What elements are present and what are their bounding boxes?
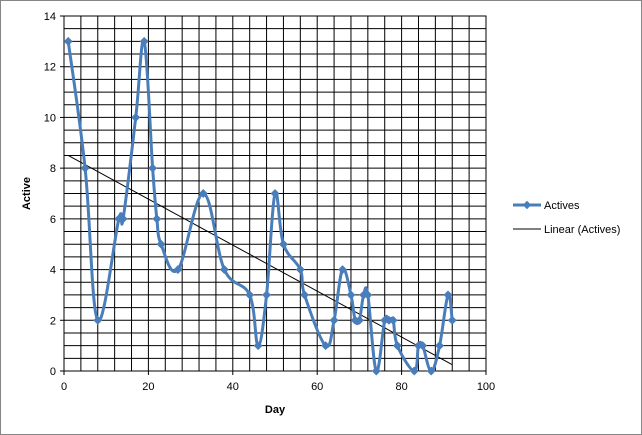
- x-tick-label: 20: [142, 381, 154, 393]
- trendline-linear-actives: [67, 155, 453, 366]
- x-tick-label: 40: [227, 381, 239, 393]
- trendline-group: [67, 155, 453, 366]
- data-point-marker: [131, 112, 141, 122]
- data-point-marker: [278, 239, 288, 249]
- x-tick-label: 0: [61, 381, 67, 393]
- y-axis-title: Active: [21, 177, 33, 210]
- y-tick-label: 12: [44, 62, 56, 74]
- axis-ticks: 0 20 40 60 80 100 0 2 4 6 8 10 12 14: [44, 11, 495, 393]
- data-point-marker: [329, 315, 339, 325]
- data-point-marker: [443, 290, 453, 300]
- data-point-marker: [418, 341, 428, 351]
- x-tick-label: 100: [477, 381, 495, 393]
- data-point-marker: [392, 341, 402, 351]
- data-point-marker: [270, 188, 280, 199]
- x-axis-title: Day: [265, 404, 286, 416]
- legend-actives-marker: [522, 200, 532, 210]
- legend-actives-label: Actives: [544, 200, 580, 212]
- data-point-marker: [447, 315, 457, 325]
- y-tick-label: 0: [50, 366, 56, 378]
- data-point-marker: [245, 290, 255, 300]
- data-point-marker: [219, 265, 229, 275]
- data-point-marker: [295, 265, 305, 275]
- data-point-marker: [262, 290, 272, 300]
- y-tick-label: 2: [50, 315, 56, 327]
- data-point-marker: [409, 366, 419, 376]
- data-point-marker: [139, 36, 149, 46]
- data-point-marker: [321, 341, 331, 351]
- y-tick-label: 4: [50, 265, 56, 277]
- data-point-marker: [253, 341, 263, 351]
- data-point-marker: [371, 366, 381, 376]
- legend-linear-label: Linear (Actives): [544, 224, 620, 236]
- data-point-marker: [118, 214, 128, 224]
- y-tick-label: 14: [44, 11, 56, 23]
- x-tick-label: 60: [311, 381, 323, 393]
- plot-area-border: [63, 15, 487, 372]
- data-point-marker: [426, 366, 436, 376]
- data-point-marker: [299, 290, 310, 300]
- data-point-marker: [156, 239, 166, 249]
- data-point-marker: [80, 163, 90, 173]
- series-group: [63, 36, 457, 376]
- y-tick-label: 8: [50, 163, 56, 175]
- data-point-marker: [198, 188, 208, 199]
- data-point-marker: [93, 315, 103, 325]
- data-point-marker: [363, 290, 373, 300]
- data-point-marker: [173, 265, 183, 275]
- data-point-marker: [63, 36, 73, 46]
- data-point-marker: [354, 315, 364, 325]
- data-point-marker: [152, 214, 162, 224]
- y-tick-label: 10: [44, 112, 56, 124]
- legend: Actives Linear (Actives): [513, 200, 620, 236]
- data-point-marker: [435, 341, 445, 351]
- data-point-marker: [148, 163, 158, 173]
- y-tick-label: 6: [50, 214, 56, 226]
- x-tick-label: 80: [395, 381, 407, 393]
- data-point-marker: [337, 265, 348, 275]
- data-point-marker: [346, 290, 356, 300]
- data-point-marker: [388, 315, 398, 325]
